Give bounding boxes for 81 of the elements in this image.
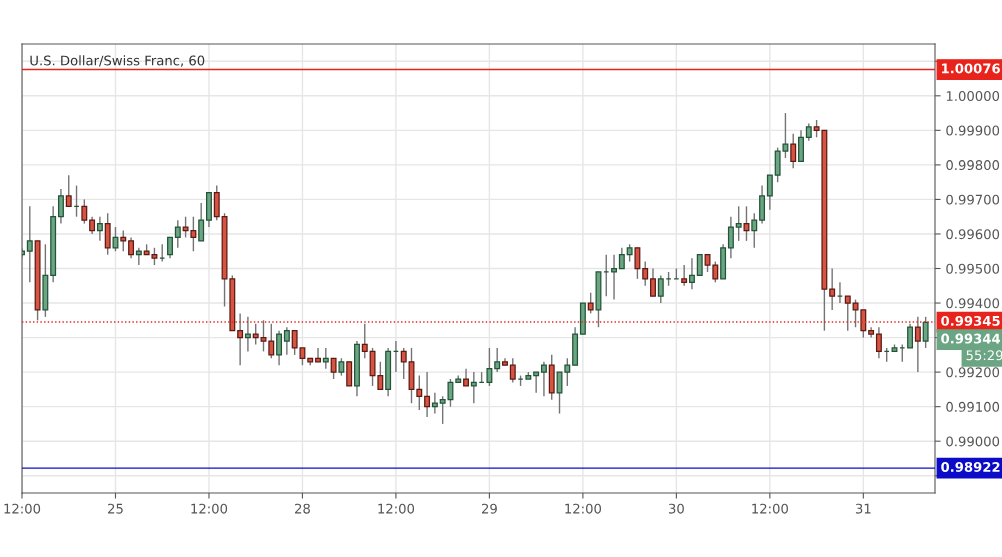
- candlestick: [244, 316, 251, 353]
- text: 0.99344: [941, 333, 1001, 344]
- candlestick: [57, 188, 64, 225]
- candlestick: [766, 174, 773, 211]
- candlestick: [618, 247, 625, 270]
- y-tick-label: 0.99600: [946, 229, 1000, 240]
- candlestick: [727, 215, 734, 259]
- x-tick-label: 12:00: [4, 503, 41, 514]
- x-tick-label: 29: [481, 503, 497, 514]
- candlestick: [237, 312, 244, 366]
- ref-line-label: 0.98922: [941, 461, 1000, 472]
- y-tick-label: 0.99100: [946, 401, 1000, 412]
- candlestick: [112, 226, 119, 252]
- y-tick-label: 0.99000: [946, 436, 1000, 447]
- candlestick: [174, 219, 181, 249]
- y-tick-label: 0.99200: [946, 367, 1000, 378]
- candlestick: [688, 257, 695, 290]
- candlestick: [470, 371, 477, 404]
- candlestick: [96, 215, 103, 242]
- text: 55:29: [966, 350, 1002, 361]
- ref-line-label: 0.99345: [941, 315, 1000, 326]
- candlestick: [681, 264, 688, 287]
- text: U.S. Dollar/Swiss Franc, 60: [30, 55, 205, 67]
- candlestick: [315, 347, 321, 363]
- candlestick: [751, 212, 758, 249]
- y-tick-label: 0.99500: [946, 263, 1000, 274]
- candlestick: [790, 133, 797, 170]
- candlestick: [540, 361, 547, 397]
- candlestick: [743, 205, 750, 242]
- y-tick-label: 0.99900: [946, 125, 1000, 136]
- x-tick-label: 28: [295, 503, 310, 514]
- x-tick-label: 31: [855, 503, 871, 514]
- candlestick: [120, 229, 127, 252]
- candlestick: [361, 323, 368, 359]
- candlestick: [587, 291, 594, 315]
- candlestick: [642, 260, 649, 287]
- candlestick: [198, 202, 205, 242]
- candlestick: [431, 392, 438, 415]
- candlestick: [922, 316, 929, 349]
- candlestick: [135, 247, 142, 266]
- candlestick: [416, 374, 423, 411]
- y-tick-label: 0.99400: [946, 298, 1000, 309]
- candlestick: [424, 371, 431, 418]
- y-tick-label: 0.99800: [946, 160, 1000, 171]
- y-tick-label: 1.00000: [946, 91, 1000, 102]
- candlestick: [875, 326, 882, 359]
- candlestick: [65, 174, 72, 208]
- candlestick: [81, 198, 88, 225]
- x-tick-label: 12:00: [565, 503, 602, 514]
- x-tick-label: 12:00: [378, 503, 415, 514]
- candlestick: [844, 295, 851, 332]
- x-tick-label: 25: [108, 503, 123, 514]
- candlestick: [128, 236, 135, 259]
- candlestick: [907, 323, 914, 349]
- candlestick: [533, 371, 540, 394]
- candlestick: [611, 253, 618, 301]
- candlestick: [829, 267, 836, 311]
- candlestick: [322, 347, 329, 370]
- x-tick-label: 30: [668, 503, 684, 514]
- candlestick: [650, 267, 656, 297]
- candlestick: [260, 319, 267, 353]
- x-tick-label: 12:00: [191, 503, 228, 514]
- candlestick: [268, 323, 275, 359]
- candlestick: [509, 357, 516, 384]
- candlestick: [914, 316, 921, 373]
- candlestick: [330, 357, 337, 380]
- candlestick: [486, 347, 493, 387]
- candlestick: [657, 274, 664, 304]
- candlestick: [26, 205, 33, 284]
- x-tick-label: 12:00: [752, 503, 788, 514]
- candlestick: [494, 347, 501, 373]
- candlestick: [167, 236, 173, 259]
- candlestick: [696, 254, 703, 277]
- candlestick: [400, 347, 407, 380]
- candlestick: [276, 329, 283, 366]
- candlestick: [283, 326, 290, 356]
- candlestick: [252, 323, 259, 346]
- candlestick: [634, 247, 641, 280]
- candlestick: [735, 205, 742, 242]
- y-tick-label: 0.99700: [946, 194, 1000, 205]
- ref-line-label: 1.00076: [942, 63, 1000, 74]
